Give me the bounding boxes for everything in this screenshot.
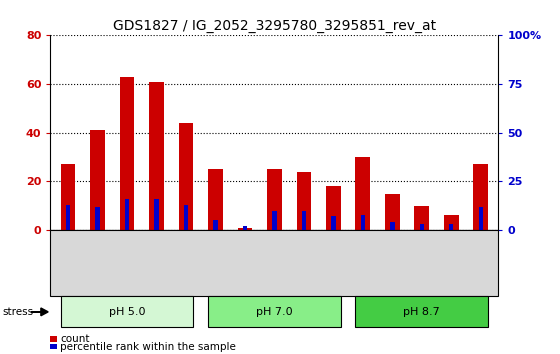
Bar: [213, 220, 218, 230]
Bar: [60, 164, 76, 230]
Bar: [155, 199, 158, 230]
Bar: [385, 194, 400, 230]
Text: pH 8.7: pH 8.7: [403, 307, 440, 317]
Bar: [414, 206, 429, 230]
Text: pH 5.0: pH 5.0: [109, 307, 145, 317]
Bar: [208, 169, 223, 230]
Bar: [356, 157, 370, 230]
Text: pH 7.0: pH 7.0: [256, 307, 293, 317]
Bar: [326, 186, 340, 230]
Bar: [390, 222, 394, 230]
Text: percentile rank within the sample: percentile rank within the sample: [60, 342, 236, 352]
Text: count: count: [60, 334, 90, 344]
Bar: [478, 207, 483, 230]
Bar: [272, 211, 277, 230]
Bar: [419, 224, 424, 230]
Bar: [120, 77, 134, 230]
Bar: [331, 216, 335, 230]
Bar: [296, 172, 311, 230]
Bar: [444, 216, 459, 230]
Bar: [473, 164, 488, 230]
Bar: [184, 205, 188, 230]
Bar: [66, 205, 71, 230]
Text: stress: stress: [3, 307, 34, 317]
Bar: [242, 226, 247, 230]
Title: GDS1827 / IG_2052_3295780_3295851_rev_at: GDS1827 / IG_2052_3295780_3295851_rev_at: [113, 19, 436, 33]
Bar: [90, 130, 105, 230]
Bar: [302, 211, 306, 230]
Bar: [125, 199, 129, 230]
Bar: [267, 169, 282, 230]
Bar: [449, 224, 454, 230]
Bar: [361, 215, 365, 230]
Bar: [95, 207, 100, 230]
Bar: [179, 123, 193, 230]
Bar: [149, 82, 164, 230]
Bar: [237, 228, 253, 230]
